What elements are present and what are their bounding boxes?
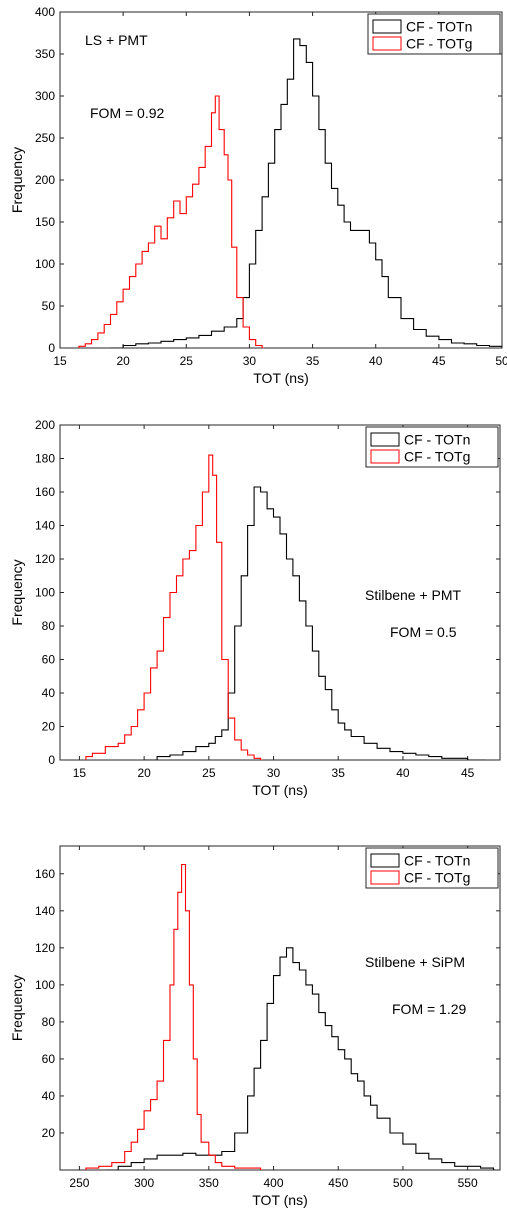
y-tick-label: 350 [35, 47, 55, 61]
x-tick-label: 45 [432, 354, 446, 368]
x-tick-label: 25 [180, 354, 194, 368]
y-tick-label: 250 [35, 131, 55, 145]
y-tick-label: 300 [35, 89, 55, 103]
x-tick-label: 500 [393, 1176, 413, 1190]
y-tick-label: 40 [42, 686, 56, 700]
legend-swatch [372, 36, 402, 51]
x-tick-label: 15 [53, 354, 67, 368]
series-line-totn [105, 947, 496, 1170]
annotation-fom: FOM = 0.5 [390, 624, 457, 640]
x-tick-label: 15 [73, 766, 87, 780]
y-tick-label: 400 [35, 5, 55, 19]
legend-entry: CF - TOTg [406, 36, 472, 52]
y-tick-label: 60 [42, 653, 56, 667]
y-tick-label: 60 [42, 1052, 56, 1066]
annotation-title: LS + PMT [85, 32, 148, 48]
annotation-title: Stilbene + PMT [365, 587, 462, 603]
annotation-fom: FOM = 0.92 [90, 105, 165, 121]
legend-entry: CF - TOTg [404, 449, 470, 465]
y-tick-label: 160 [35, 867, 55, 881]
y-tick-label: 0 [48, 753, 55, 767]
x-tick-label: 30 [267, 766, 281, 780]
y-tick-label: 160 [35, 485, 55, 499]
chart-stilbene-pmt: 15 20 25 30 35 40 45 0 20 40 60 80 100 120 140 160 180 20… [9, 418, 501, 798]
x-tick-label: 35 [306, 354, 320, 368]
annotation-fom: FOM = 1.29 [392, 1001, 467, 1017]
x-tick-label: 30 [243, 354, 257, 368]
y-tick-label: 180 [35, 452, 55, 466]
legend-entry: CF - TOTn [404, 432, 470, 448]
series-line-totg [78, 95, 265, 348]
legend-entry: CF - TOTn [406, 19, 472, 35]
legend-entry: CF - TOTg [404, 870, 470, 886]
annotation-title: Stilbene + SiPM [365, 954, 465, 970]
series-line-totg [85, 454, 263, 760]
x-tick-label: 350 [199, 1176, 219, 1190]
x-axis-label: TOT (ns) [252, 782, 308, 798]
legend-swatch [370, 449, 400, 464]
chart-stilbene-sipm: 250 300 350 400 450 500 550 20 40 60 80 100 120 140 16… [9, 845, 501, 1208]
y-axis-label: Frequency [9, 975, 25, 1041]
x-axis-label: TOT (ns) [253, 370, 309, 386]
legend-swatch [372, 19, 402, 34]
x-tick-label: 50 [495, 354, 507, 368]
y-axis-label: Frequency [9, 559, 25, 625]
y-tick-label: 100 [35, 978, 55, 992]
y-tick-label: 100 [35, 586, 55, 600]
y-tick-label: 200 [35, 418, 55, 432]
y-tick-label: 0 [48, 341, 55, 355]
x-tick-label: 35 [332, 766, 346, 780]
legend-swatch [370, 432, 400, 447]
plot-frame [59, 424, 501, 761]
y-tick-label: 120 [35, 941, 55, 955]
series-line-totn [110, 38, 502, 348]
x-tick-label: 40 [369, 354, 383, 368]
y-tick-label: 20 [42, 720, 56, 734]
x-tick-label: 45 [461, 766, 475, 780]
y-tick-label: 140 [35, 519, 55, 533]
y-tick-label: 150 [35, 215, 55, 229]
series-line-totg [85, 863, 263, 1170]
legend-swatch [370, 870, 400, 885]
y-tick-label: 140 [35, 904, 55, 918]
x-tick-label: 20 [137, 766, 151, 780]
y-tick-label: 50 [42, 299, 56, 313]
y-tick-label: 120 [35, 552, 55, 566]
legend-swatch [370, 853, 400, 868]
series-line-totn [144, 486, 486, 760]
x-tick-label: 40 [396, 766, 410, 780]
x-tick-label: 400 [264, 1176, 284, 1190]
plot-frame [59, 11, 503, 349]
x-tick-label: 250 [69, 1176, 89, 1190]
y-tick-label: 100 [35, 257, 55, 271]
x-tick-label: 25 [202, 766, 216, 780]
x-tick-label: 550 [458, 1176, 478, 1190]
x-tick-label: 300 [134, 1176, 154, 1190]
y-tick-label: 80 [42, 619, 56, 633]
y-axis-label: Frequency [9, 147, 25, 213]
y-tick-label: 80 [42, 1015, 56, 1029]
y-tick-label: 40 [42, 1089, 56, 1103]
plot-frame [59, 845, 501, 1171]
x-axis-label: TOT (ns) [252, 1192, 308, 1208]
x-tick-label: 450 [328, 1176, 348, 1190]
chart-ls-pmt: 15 20 25 30 35 40 45 50 0 50 100 150 200 250 300 350 400… [9, 5, 507, 386]
x-tick-label: 20 [116, 354, 130, 368]
y-tick-label: 200 [35, 173, 55, 187]
y-tick-label: 20 [42, 1126, 56, 1140]
legend-entry: CF - TOTn [404, 853, 470, 869]
